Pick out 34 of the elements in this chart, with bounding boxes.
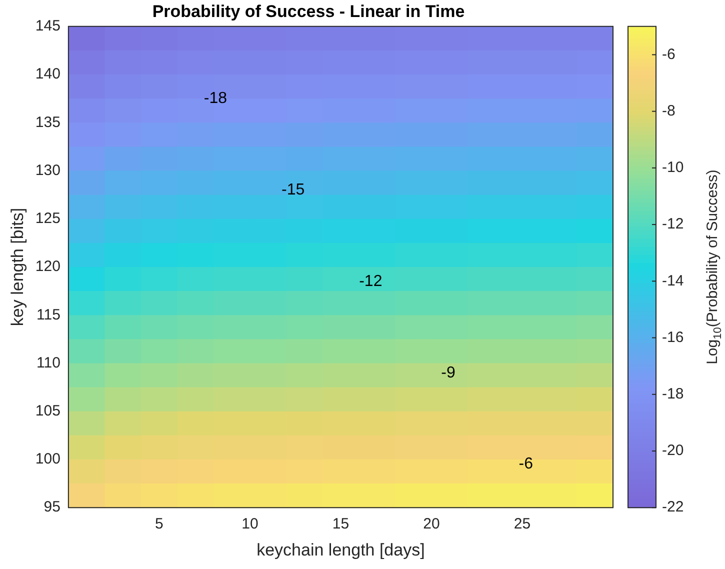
y-tick-label: 115 [36,306,60,324]
annotation: -12 [359,272,382,290]
y-axis-title: key length [bits] [8,208,27,326]
y-tick-label: 140 [35,66,60,83]
y-tick-label: 135 [35,114,60,131]
y-tick-label: 100 [35,450,60,468]
color-bar-label: -6 [662,46,676,63]
y-tick-label: 145 [35,18,60,35]
y-tick-label: 120 [35,258,60,276]
x-tick-label: 15 [332,516,350,533]
annotation: -6 [518,456,534,473]
x-tick-label: 10 [242,516,258,533]
color-bar-label: -10 [662,159,684,176]
color-bar-label: -22 [662,498,684,516]
y-tick-label: 130 [35,162,60,179]
x-tick-label: 20 [423,516,440,533]
y-tick-label: 95 [44,498,60,516]
color-bar-title: Log10(Probability of Success) [704,170,724,364]
x-tick-label: 5 [155,516,164,533]
color-bar-label: -20 [662,442,684,460]
color-bar-label: -8 [662,102,676,120]
color-bar-label: -16 [662,328,684,346]
x-axis-title: keychain length [days] [256,540,425,560]
color-bar-label: -14 [662,272,684,290]
annotation: -9 [441,364,456,382]
color-bar-label: -12 [662,216,684,233]
color-bar-label: -18 [662,386,684,403]
y-tick-label: 125 [35,210,60,228]
chart-title: Probability of Success - Linear in Time [152,2,465,21]
y-tick-label: 110 [36,354,60,372]
x-tick-label: 25 [514,516,531,533]
annotation: -18 [204,90,228,107]
annotation: -15 [282,181,305,198]
y-tick-label: 105 [35,402,60,420]
